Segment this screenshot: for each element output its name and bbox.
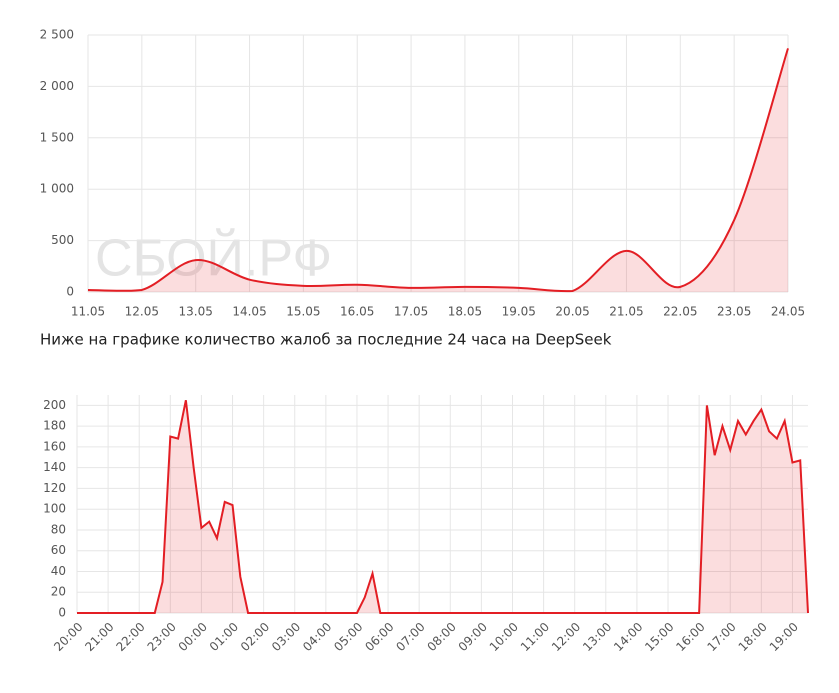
x-tick-label: 23.05 bbox=[717, 305, 751, 319]
x-tick-label: 16.05 bbox=[340, 305, 374, 319]
x-tick-label: 03:00 bbox=[269, 620, 303, 654]
x-tick-label: 06:00 bbox=[362, 620, 396, 654]
x-tick-label: 05:00 bbox=[331, 620, 365, 654]
x-tick-label: 20:00 bbox=[51, 620, 85, 654]
x-tick-label: 19.05 bbox=[502, 305, 536, 319]
y-tick-label: 120 bbox=[43, 481, 66, 495]
x-tick-label: 02:00 bbox=[238, 620, 272, 654]
x-tick-label: 13:00 bbox=[580, 620, 614, 654]
x-tick-label: 16:00 bbox=[673, 620, 707, 654]
y-tick-label: 180 bbox=[43, 419, 66, 433]
y-tick-label: 40 bbox=[51, 564, 66, 578]
x-tick-label: 07:00 bbox=[393, 620, 427, 654]
y-tick-label: 1 000 bbox=[40, 182, 74, 196]
y-tick-label: 60 bbox=[51, 543, 66, 557]
x-tick-label: 00:00 bbox=[176, 620, 210, 654]
x-tick-label: 12.05 bbox=[125, 305, 159, 319]
y-tick-label: 100 bbox=[43, 502, 66, 516]
y-tick-label: 160 bbox=[43, 439, 66, 453]
x-tick-label: 19:00 bbox=[767, 620, 801, 654]
x-tick-label: 01:00 bbox=[207, 620, 241, 654]
x-tick-label: 12:00 bbox=[549, 620, 583, 654]
y-tick-label: 2 000 bbox=[40, 79, 74, 93]
x-tick-label: 20.05 bbox=[555, 305, 589, 319]
x-tick-label: 11:00 bbox=[518, 620, 552, 654]
x-tick-label: 14.05 bbox=[232, 305, 266, 319]
x-tick-label: 11.05 bbox=[71, 305, 105, 319]
x-tick-label: 08:00 bbox=[425, 620, 459, 654]
x-tick-label: 10:00 bbox=[487, 620, 521, 654]
y-tick-label: 80 bbox=[51, 522, 66, 536]
x-tick-label: 21:00 bbox=[82, 620, 116, 654]
y-tick-label: 500 bbox=[51, 233, 74, 247]
y-tick-label: 200 bbox=[43, 398, 66, 412]
x-tick-label: 04:00 bbox=[300, 620, 334, 654]
x-tick-label: 22:00 bbox=[113, 620, 147, 654]
x-tick-label: 17:00 bbox=[704, 620, 738, 654]
x-tick-label: 15:00 bbox=[642, 620, 676, 654]
line bbox=[77, 399, 809, 614]
x-tick-label: 22.05 bbox=[663, 305, 697, 319]
caption: Ниже на графике количество жалоб за посл… bbox=[40, 331, 612, 349]
x-tick-label: 18.05 bbox=[448, 305, 482, 319]
x-tick-label: 17.05 bbox=[394, 305, 428, 319]
y-tick-label: 0 bbox=[66, 285, 74, 299]
y-tick-label: 20 bbox=[51, 585, 66, 599]
y-tick-label: 0 bbox=[58, 606, 66, 620]
x-tick-label: 23:00 bbox=[145, 620, 179, 654]
line bbox=[87, 48, 789, 293]
y-tick-label: 2 500 bbox=[40, 28, 74, 42]
y-tick-label: 140 bbox=[43, 460, 66, 474]
area bbox=[88, 48, 788, 292]
area bbox=[77, 400, 808, 613]
x-tick-label: 18:00 bbox=[736, 620, 770, 654]
x-tick-label: 13.05 bbox=[179, 305, 213, 319]
y-tick-label: 1 500 bbox=[40, 130, 74, 144]
x-tick-label: 14:00 bbox=[611, 620, 645, 654]
x-tick-label: 09:00 bbox=[456, 620, 490, 654]
x-tick-label: 21.05 bbox=[609, 305, 643, 319]
watermark: СБОЙ.РФ bbox=[95, 229, 332, 288]
x-tick-label: 15.05 bbox=[286, 305, 320, 319]
x-tick-label: 24.05 bbox=[771, 305, 805, 319]
